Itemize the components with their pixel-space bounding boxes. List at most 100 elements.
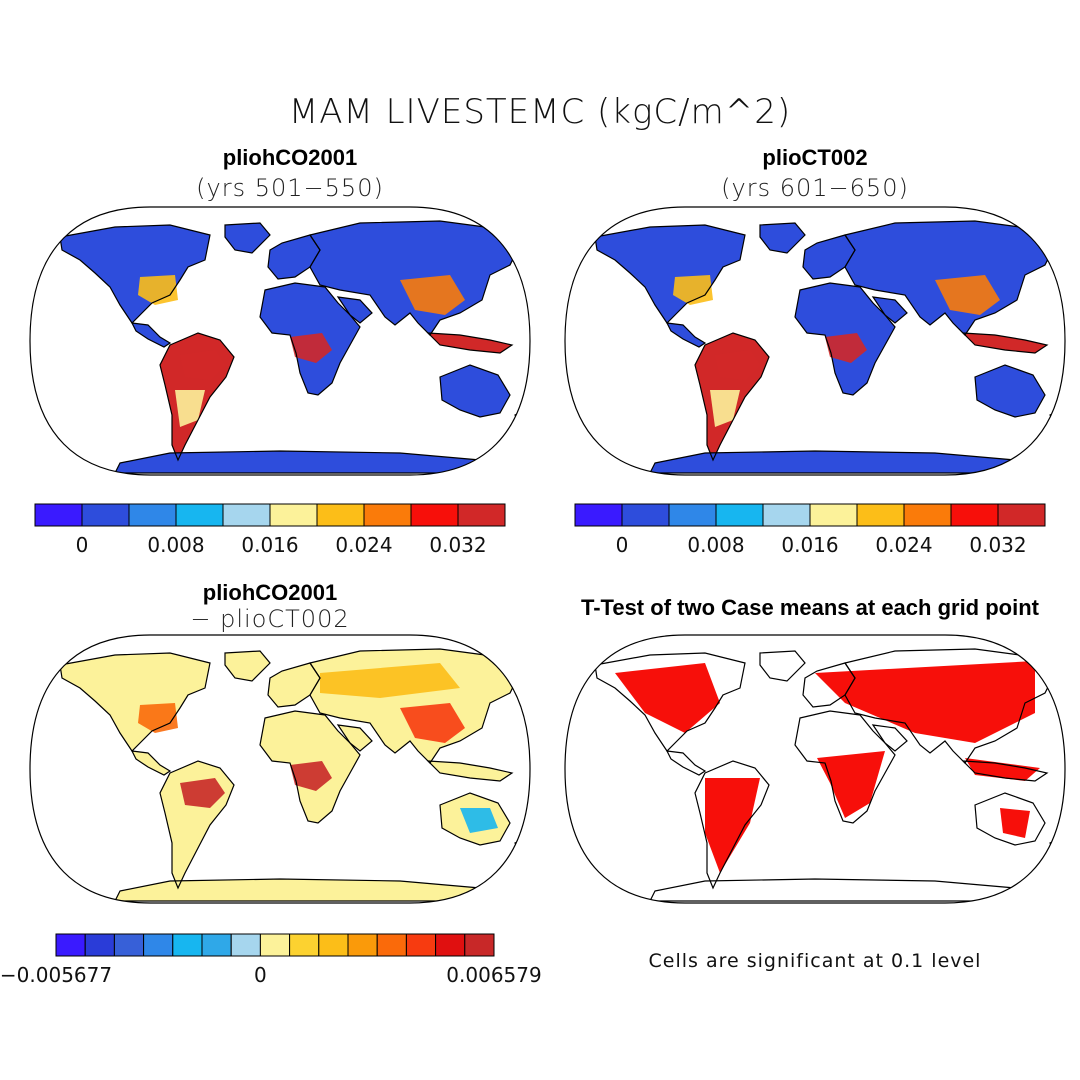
central-america-coastline [665,322,707,348]
amazon-diff-patch [180,778,225,808]
arabia-land [338,725,372,751]
colorbar-swatch [903,503,952,527]
congo-diff-patch [290,761,332,791]
southeast-asia-islands-land [963,333,1047,353]
greenland-coastline [224,650,271,682]
africa-coastline [794,282,896,396]
southeast-asia-islands-coastline [426,332,514,354]
colorbar-swatch [34,503,83,527]
panel-d-title: T-Test of two Case means at each grid po… [580,595,1039,620]
amazon-patch [180,350,225,380]
colorbar-swatch [128,503,177,527]
map-border [564,634,1066,904]
australia-coastline [974,364,1046,418]
central-america-coastline [130,322,172,348]
colorbar-tick-label: 0.006579 [446,963,541,987]
arabia-coastline [871,296,908,324]
amazon-patch [715,350,760,380]
colorbar-panel-a: 0 0.008 0.016 0.024 0.032 [34,503,506,557]
colorbar-tick-label: 0.016 [781,533,838,557]
arabia-land [338,297,372,323]
central-america-land [667,323,705,347]
eurasia-diff-patch [320,663,460,698]
colorbar-swatch [715,503,764,527]
map-panel-c [29,634,531,904]
southeast-asia-islands-land [428,333,512,353]
colorbar-tick-label: 0.024 [335,533,392,557]
australia-coastline [439,364,511,418]
colorbar-swatch [363,503,412,527]
colorbar-swatch [316,503,365,527]
antarctica-coastline [114,450,492,474]
colorbar-swatch [762,503,811,527]
panel-b-subtitle: (yrs 601−650) [721,174,909,202]
sig-southeast-asia [965,758,1040,781]
congo-patch [290,333,332,363]
south-america-coastline [694,332,770,462]
colorbar-swatch [113,933,145,957]
antarctica-land [650,879,1025,901]
colorbar-swatch [809,503,858,527]
colorbar-tick-label: 0 [254,963,267,987]
australia-coastline [974,792,1046,846]
sig-north-america [615,663,720,733]
colorbar-swatch [376,933,407,957]
africa-coastline [259,710,361,824]
asia-land [310,221,520,335]
map-panel-d [564,634,1066,904]
colorbar-swatch [435,933,466,957]
colorbar-swatch [230,933,261,957]
arabia-land [873,297,907,323]
southeast-asia-islands-coastline [961,332,1049,354]
colorbar-tick-label: 0 [76,533,89,557]
antarctica-land [650,451,1025,473]
colorbar-swatch [668,503,717,527]
antarctica-coastline [649,878,1027,902]
panel-a-subtitle: (yrs 501−550) [196,174,384,202]
sig-south-america [705,778,760,873]
north-america-land [60,653,210,751]
north-america-land [60,225,210,323]
arabia-coastline [336,296,373,324]
colorbar-tick-label: 0 [616,533,629,557]
sig-eurasia [815,661,1035,743]
africa-coastline [259,282,361,396]
congo-patch [825,333,867,363]
colorbar-swatch [222,503,271,527]
figure-title: MAM LIVESTEMC (kgC/m^2) [288,92,792,132]
eastern-us-patch [673,275,713,305]
colorbar-swatch [347,933,378,957]
eastern-us-patch [138,275,178,305]
colorbar-swatch [405,933,437,957]
colorbar-swatch [997,503,1046,527]
colorbar-swatch [457,503,506,527]
colorbar-tick-label: 0.016 [241,533,298,557]
colorbar-swatch [269,503,318,527]
map-border [564,206,1066,476]
antarctica-land [115,879,490,901]
antarctica-coastline [649,450,1027,474]
map-panel-a [29,206,531,476]
colorbar-swatch [172,933,203,957]
antarctica-land [115,451,490,473]
colorbar-swatch [259,933,291,957]
greenland-coastline [759,650,806,682]
panel-c-subtitle: − plioCT002 [190,605,350,633]
arabia-coastline [871,724,908,752]
colorbar-swatch [201,933,232,957]
colorbar-swatch [410,503,459,527]
asia-land [845,221,1055,335]
europe-land [268,235,320,279]
colorbar-tick-label: 0.008 [687,533,744,557]
southeast-asia-islands-coastline [961,760,1049,782]
australia-land [440,365,510,417]
central-america-land [132,751,170,775]
colorbar-swatch [574,503,623,527]
central-america-coastline [665,750,707,776]
map-panel-b [564,206,1066,476]
sig-australia [1000,808,1030,838]
colorbar-swatch [950,503,999,527]
panel-b-title: plioCT002 [762,145,868,170]
south-america-coastline [159,332,235,462]
colorbar-panel-b: 0 0.008 0.016 0.024 0.032 [574,503,1046,557]
